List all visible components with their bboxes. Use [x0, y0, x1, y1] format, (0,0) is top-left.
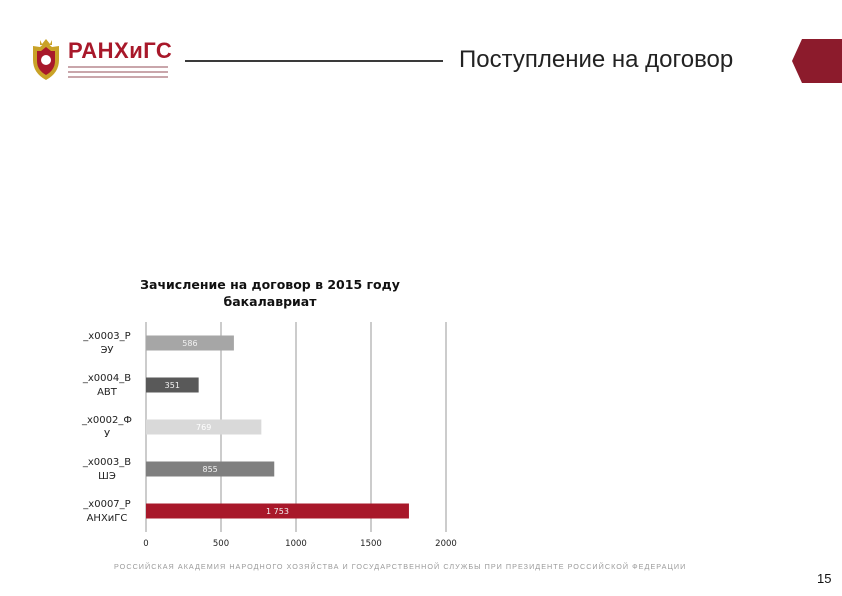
brand-name: РАНХиГС — [68, 38, 173, 63]
x-tick-label: 1500 — [360, 539, 382, 549]
emblem-icon — [33, 39, 59, 80]
bar-value-label: 769 — [196, 423, 211, 432]
category-label-line: АВТ — [97, 387, 118, 398]
footer-text: РОССИЙСКАЯ АКАДЕМИЯ НАРОДНОГО ХОЗЯЙСТВА … — [114, 562, 687, 571]
bar — [146, 503, 409, 519]
category-label: _x0004_В АВТ — [82, 373, 131, 398]
bar-value-label: 855 — [202, 465, 217, 474]
chart-bars: 586 351 769 855 1 753 — [146, 335, 409, 519]
brand-subtitle-lines — [68, 66, 168, 81]
chart-gridlines — [145, 322, 447, 532]
header-accent-tab — [792, 39, 842, 83]
chart-title-line: бакалавриат — [224, 294, 318, 309]
page-number: 15 — [817, 571, 832, 586]
bar — [146, 335, 234, 351]
bar-value-label: 586 — [182, 339, 197, 348]
category-label: _x0002_Ф У — [81, 415, 132, 440]
slide-title: Поступление на договор — [459, 46, 734, 73]
x-tick-label: 0 — [143, 539, 148, 549]
category-label-line: _x0003_В — [82, 457, 131, 468]
chart-title: Зачисление на договор в 2015 году бакалав… — [140, 277, 400, 309]
header-divider — [185, 60, 443, 62]
category-label-line: _x0003_Р — [82, 331, 130, 342]
category-label-line: У — [104, 429, 110, 440]
category-label-line: _x0002_Ф — [81, 415, 132, 426]
bar — [146, 377, 199, 393]
category-label-line: ЭУ — [100, 345, 113, 356]
x-tick-label: 1000 — [285, 539, 307, 549]
category-label-line: _x0004_В — [82, 373, 131, 384]
x-tick-label: 2000 — [435, 539, 457, 549]
enrollment-chart: Зачисление на договор в 2015 году бакалав… — [81, 277, 457, 549]
bar-value-label: 1 753 — [266, 507, 289, 516]
category-label-line: ШЭ — [98, 471, 116, 482]
logo: РАНХиГС — [28, 38, 173, 84]
chart-x-tick-labels: 0 500 1000 1500 2000 — [143, 539, 457, 549]
bar — [146, 461, 275, 477]
category-label-line: АНХиГС — [87, 513, 128, 524]
category-label: _x0007_Р АНХиГС — [82, 499, 130, 524]
chart-category-labels: _x0003_Р ЭУ _x0004_В АВТ _x0002_Ф У _x0003_В ШЭ… — [81, 331, 132, 524]
bar — [146, 419, 262, 435]
category-label: _x0003_В ШЭ — [82, 457, 131, 482]
category-label: _x0003_Р ЭУ — [82, 331, 130, 356]
bar-value-label: 351 — [165, 381, 180, 390]
chart-title-line: Зачисление на договор в 2015 году — [140, 277, 400, 292]
x-tick-label: 500 — [213, 539, 229, 549]
category-label-line: _x0007_Р — [82, 499, 130, 510]
